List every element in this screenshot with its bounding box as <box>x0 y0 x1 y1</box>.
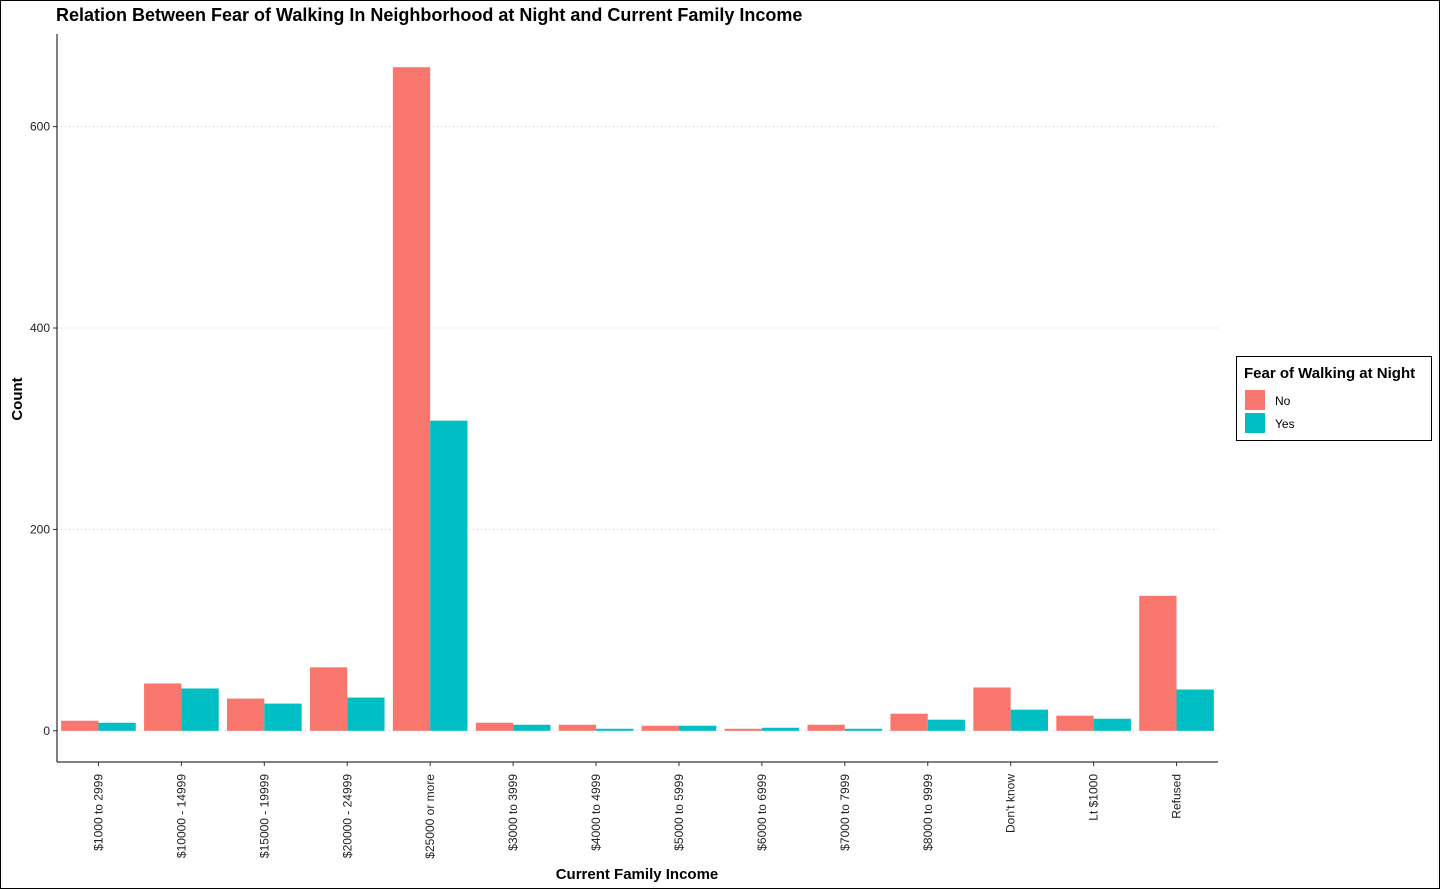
bar-no-4 <box>392 67 431 731</box>
x-tick-label: $15000 - 19999 <box>257 774 271 858</box>
bar-yes-1 <box>181 688 219 731</box>
x-tick-label: $3000 to 3999 <box>506 774 520 851</box>
bar-no-11 <box>973 687 1011 731</box>
bar-yes-6 <box>596 728 634 731</box>
legend: Fear of Walking at Night No Yes <box>1236 356 1432 441</box>
y-tick-labels: 0 200 400 600 <box>30 120 50 738</box>
bar-no-0 <box>61 720 99 731</box>
bar-no-1 <box>144 683 182 731</box>
bar-yes-2 <box>264 703 302 731</box>
y-tick-label: 0 <box>43 724 50 738</box>
bar-no-10 <box>890 713 928 731</box>
x-tick-label: $6000 to 6999 <box>755 774 769 851</box>
x-tick-label: Lt $1000 <box>1087 774 1101 821</box>
bar-no-7 <box>641 725 679 731</box>
bar-no-13 <box>1139 595 1177 731</box>
x-tick-label: Don't know <box>1004 774 1018 833</box>
bar-no-3 <box>309 667 348 731</box>
x-tick-label: $1000 to 2999 <box>91 774 105 851</box>
axes <box>53 34 1218 766</box>
x-tick-label: $25000 or more <box>423 774 437 859</box>
bar-yes-3 <box>347 697 385 731</box>
y-axis-label: Count <box>9 377 26 420</box>
x-tick-label: $4000 to 4999 <box>589 774 603 851</box>
x-tick-labels: $1000 to 2999 $10000 - 14999 $15000 - 1999… <box>91 774 1183 859</box>
legend-key-no <box>1245 390 1265 410</box>
y-tick-label: 200 <box>30 522 50 536</box>
bar-no-6 <box>558 724 597 731</box>
x-tick-label: $5000 to 5999 <box>672 774 686 851</box>
bar-yes-7 <box>678 725 717 731</box>
chart-title: Relation Between Fear of Walking In Neig… <box>56 5 803 25</box>
legend-label-no: No <box>1275 394 1291 408</box>
x-tick-label: $7000 to 7999 <box>838 774 852 851</box>
bar-yes-8 <box>761 727 800 731</box>
legend-title: Fear of Walking at Night <box>1244 365 1416 382</box>
bar-yes-12 <box>1093 718 1131 731</box>
bar-yes-9 <box>844 728 883 731</box>
bar-no-5 <box>475 722 514 731</box>
bar-yes-10 <box>927 719 966 731</box>
bar-yes-11 <box>1010 709 1048 731</box>
legend-label-yes: Yes <box>1275 417 1295 431</box>
x-tick-label: $20000 - 24999 <box>340 774 354 858</box>
bar-yes-4 <box>430 420 468 731</box>
bar-no-2 <box>227 698 265 731</box>
bar-yes-5 <box>513 724 551 731</box>
legend-key-yes <box>1245 413 1265 433</box>
gridlines <box>57 126 1218 732</box>
bars <box>61 67 1214 731</box>
bar-no-12 <box>1056 715 1094 731</box>
x-tick-label: Refused <box>1170 774 1184 819</box>
y-tick-label: 400 <box>30 321 50 335</box>
x-axis-label: Current Family Income <box>556 866 719 883</box>
y-tick-label: 600 <box>30 120 50 134</box>
bar-no-8 <box>724 728 762 731</box>
x-tick-label: $8000 to 9999 <box>921 774 935 851</box>
bar-yes-13 <box>1176 689 1214 731</box>
x-tick-label: $10000 - 14999 <box>174 774 188 858</box>
bar-no-9 <box>807 724 845 731</box>
bar-yes-0 <box>98 722 136 731</box>
